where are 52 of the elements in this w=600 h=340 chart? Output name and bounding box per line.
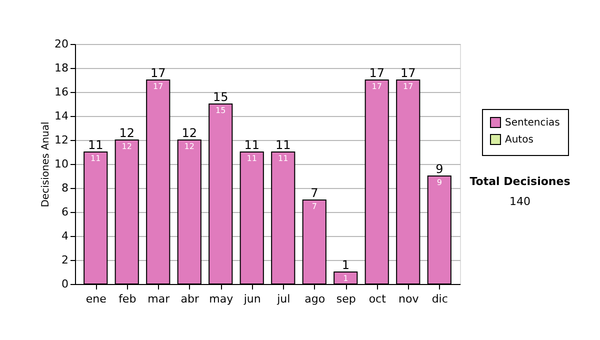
legend-label: Sentencias [505,118,560,128]
text: Total Decisiones [470,175,571,188]
total-label: 11 [244,138,260,152]
x-tick-label: ago [304,292,326,306]
total-label: 11 [88,138,104,152]
data-label: 17 [153,82,164,91]
x-tick-label: jul [276,292,290,306]
x-tick-label: ene [86,292,107,306]
y-tick-label: 0 [62,278,68,290]
total-label: 17 [369,66,385,80]
total-label: 15 [212,90,228,104]
data-label: 12 [122,142,132,151]
total-label: 17 [150,66,166,80]
x-tick-label: mar [148,292,170,306]
data-label: 9 [436,178,442,187]
total-label: 7 [310,186,318,200]
y-tick-label: 14 [54,110,68,122]
data-label: 7 [312,202,317,211]
x-tick-label: jun [242,292,261,306]
x-tick-label: nov [398,292,420,306]
y-tick-label: 6 [62,206,68,218]
total-label: 17 [400,66,416,80]
data-label: 17 [372,82,382,91]
data-label: 15 [216,106,226,115]
x-tick-label: dic [432,292,448,306]
data-label: 11 [90,154,101,163]
data-label: 17 [403,82,414,91]
text: 140 [510,195,530,208]
y-tick-label: 10 [54,158,68,170]
x-tick-label: oct [368,292,387,306]
y-tick-label: 18 [54,62,68,74]
legend-label: Autos [505,134,534,146]
data-label: 11 [246,154,257,163]
x-tick-label: feb [118,292,136,306]
total-label: 12 [119,126,135,140]
total-label: 12 [182,126,198,140]
y-tick-label: 16 [54,86,68,98]
total-label: 11 [275,138,291,152]
y-tick-label: 20 [54,38,68,50]
total-label: 1 [342,258,350,272]
y-tick-label: 12 [54,134,68,146]
y-tick-label: 4 [62,230,68,242]
y-tick-label: 2 [62,254,68,266]
total-label: 9 [436,162,444,176]
x-tick-label: abr [180,292,200,306]
y-tick-label: 8 [62,182,68,194]
y-axis-title: Decisiones Anual [40,122,52,208]
data-label: 12 [184,142,194,151]
x-tick-label: may [209,292,234,306]
data-label: 11 [278,154,288,163]
x-tick-label: sep [336,292,356,306]
data-label: 1 [343,274,348,283]
